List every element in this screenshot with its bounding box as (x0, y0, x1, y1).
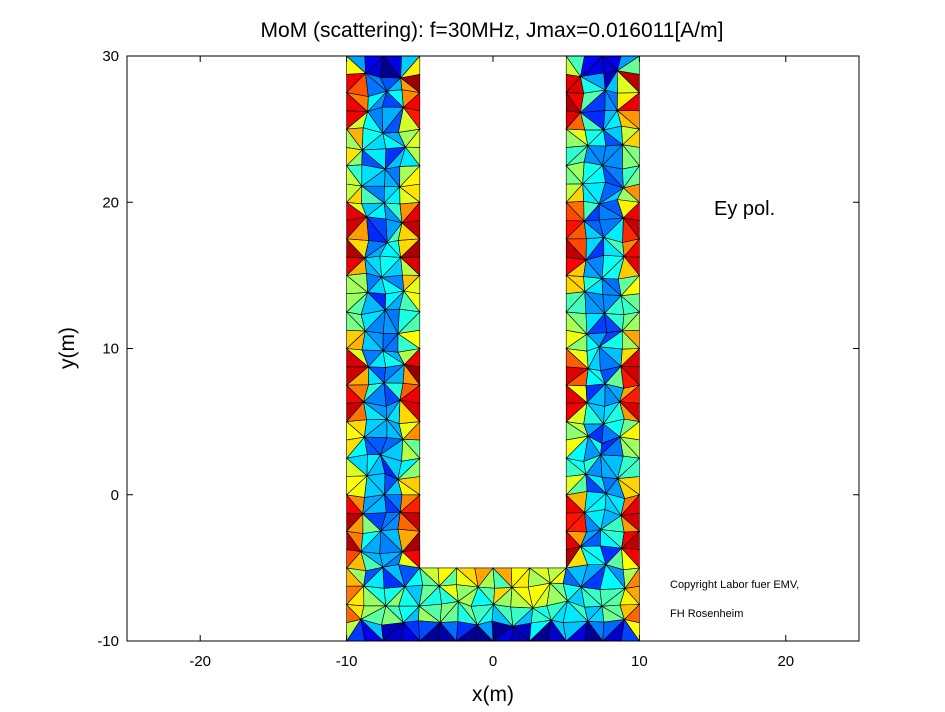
mesh-triangle (474, 567, 494, 588)
y-tick-label: 20 (102, 194, 119, 211)
x-tick-label: 20 (777, 653, 794, 670)
y-tick-label: 0 (111, 487, 119, 504)
copyright-line-1: Copyright Labor fuer EMV, (670, 579, 799, 591)
y-tick-label: 10 (102, 341, 119, 358)
x-tick-label: -20 (189, 653, 211, 670)
x-tick-label: 0 (489, 653, 497, 670)
mesh-triangle (437, 567, 458, 587)
y-axis-label: y(m) (56, 327, 79, 369)
chart-title: MoM (scattering): f=30MHz, Jmax=0.016011… (261, 19, 724, 42)
plot-area: -20 -10 0 10 20 -10 0 10 20 30 (97, 48, 860, 670)
x-axis-label: x(m) (472, 683, 514, 706)
x-tick-label: 10 (631, 653, 648, 670)
mesh-triangle (547, 567, 567, 584)
y-tick-label: 30 (102, 48, 119, 65)
mesh-triangle (510, 567, 531, 589)
x-tick-label: -10 (336, 653, 358, 670)
y-tick-label: -10 (97, 633, 119, 650)
current-density-mesh (345, 55, 641, 643)
axes-background (127, 56, 859, 641)
axis-ticks: -20 -10 0 10 20 -10 0 10 20 30 (97, 48, 859, 670)
copyright-line-2: FH Rosenheim (670, 608, 743, 620)
polarization-label: Ey pol. (714, 198, 775, 220)
